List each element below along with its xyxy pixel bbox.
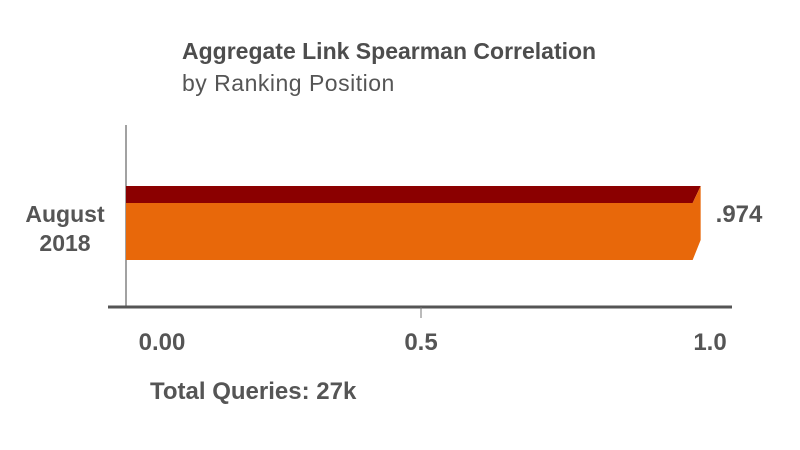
category-label: August 2018: [10, 200, 120, 258]
x-tick-label: 0.00: [139, 329, 186, 356]
total-queries: Total Queries: 27k: [150, 378, 357, 405]
category-label-line-2: 2018: [39, 230, 91, 256]
chart-subtitle: by Ranking Position: [182, 70, 395, 96]
x-tick-label: 0.5: [404, 329, 437, 356]
bar-top-face: [126, 186, 701, 203]
x-tick-label: 1.0: [693, 329, 726, 356]
bar: [126, 186, 701, 260]
category-label-line-1: August: [25, 201, 105, 227]
data-label: .974: [716, 201, 763, 228]
chart-title: Aggregate Link Spearman Correlation: [182, 38, 597, 64]
